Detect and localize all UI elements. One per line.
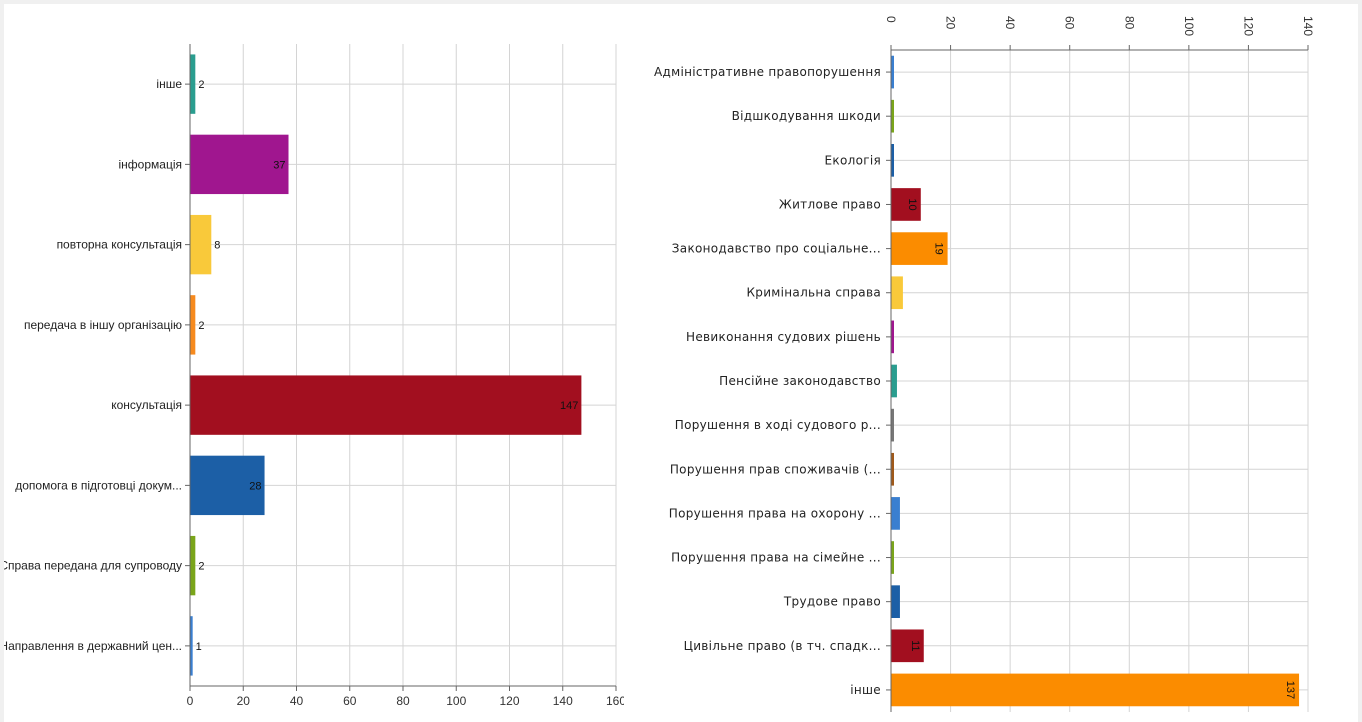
x-tick-label: 0 [884, 16, 898, 23]
category-label: Невиконання судових рішень [686, 330, 881, 344]
bar [891, 364, 897, 398]
category-label: Житлове право [779, 197, 881, 211]
category-label: Порушення права на сімейне ... [671, 551, 881, 565]
data-label: 11 [909, 640, 921, 651]
data-label: 1 [196, 641, 202, 653]
chart-outcome-types: 0 20 40 60 80 100 120 140 160 інше 2 інформація 37 по… [4, 44, 624, 708]
data-label: 2 [198, 561, 204, 573]
category-label: допомога в підготовці докум... [15, 478, 182, 492]
data-label: 2 [198, 79, 204, 91]
x-tick-label: 120 [499, 694, 519, 708]
data-label: 8 [214, 240, 220, 252]
x-tick-label: 80 [396, 694, 410, 708]
x-tick-label: 120 [1241, 16, 1255, 36]
bar [891, 541, 894, 574]
category-label: Направлення в державний цен... [4, 639, 182, 653]
x-tick-label: 100 [446, 694, 466, 708]
x-tick-label: 60 [343, 694, 357, 708]
category-label: Порушення в ході судового р... [675, 418, 881, 432]
data-label: 10 [906, 198, 918, 210]
data-label: 2 [198, 320, 204, 332]
x-tick-label: 40 [290, 694, 304, 708]
bar [190, 455, 265, 516]
category-label: Порушення прав споживачів (... [670, 462, 881, 476]
bar [891, 452, 894, 486]
category-label: Законодавство про соціальне... [672, 242, 881, 256]
category-label: інше [156, 77, 182, 91]
bar [190, 214, 212, 275]
x-tick-label: 160 [606, 694, 624, 708]
x-tick-label: 20 [944, 16, 958, 30]
bar [891, 673, 1300, 707]
bar [891, 629, 924, 663]
category-label: Кримінальна справа [746, 286, 881, 300]
data-label: 37 [273, 159, 285, 171]
bar [190, 616, 193, 676]
data-label: 19 [933, 242, 945, 254]
bar [891, 232, 948, 265]
x-tick-label: 80 [1122, 16, 1136, 30]
chart-case-categories: 0 20 40 60 80 100 120 140 Адміністративне правоп… [654, 16, 1315, 712]
bar [190, 535, 196, 596]
category-label: Цивільне право (в тч. спадк... [684, 639, 881, 653]
data-label: 147 [560, 400, 578, 412]
bar [891, 55, 894, 89]
x-tick-label: 100 [1182, 16, 1196, 36]
bar [891, 497, 900, 530]
bar [891, 585, 900, 618]
bar [891, 320, 894, 354]
category-label: Адміністративне правопорушення [654, 65, 881, 79]
category-label: Справа передана для супроводу [4, 559, 182, 573]
bar [891, 276, 903, 310]
category-label: інше [850, 683, 881, 697]
category-label: передача в іншу організацію [24, 318, 182, 332]
bar [190, 295, 196, 355]
category-label: Екологія [825, 153, 881, 167]
bar [891, 188, 921, 221]
x-tick-label: 20 [237, 694, 251, 708]
bar [891, 99, 894, 133]
x-tick-label: 0 [187, 694, 194, 708]
bar [190, 134, 289, 195]
data-label: 137 [1284, 681, 1296, 699]
bar [891, 144, 894, 177]
x-tick-label: 40 [1003, 16, 1017, 30]
x-tick-label: 60 [1063, 16, 1077, 30]
category-label: консультація [111, 398, 182, 412]
chart-panel: 0 20 40 60 80 100 120 140 160 інше 2 інформація 37 по… [4, 4, 1358, 722]
category-label: Трудове право [783, 595, 881, 609]
category-label: інформація [119, 157, 182, 171]
category-label: Пенсійне законодавство [719, 374, 881, 388]
bar [891, 408, 894, 442]
category-label: Порушення права на охорону ... [669, 506, 881, 520]
bar [190, 375, 582, 435]
category-label: Відшкодування шкоди [732, 109, 881, 123]
category-label: повторна консультація [57, 238, 182, 252]
data-label: 28 [249, 480, 261, 492]
x-tick-label: 140 [553, 694, 573, 708]
x-tick-label: 140 [1301, 16, 1315, 36]
bar [190, 54, 196, 114]
